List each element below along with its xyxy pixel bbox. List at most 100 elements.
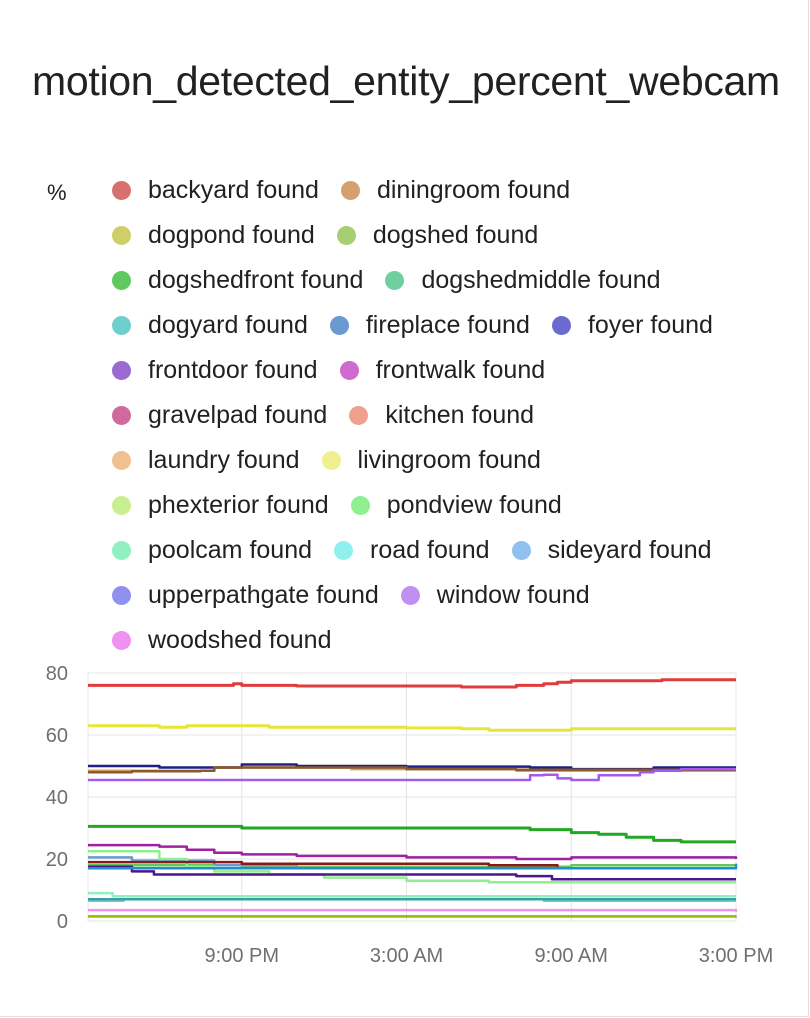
legend-row: poolcam found road found sideyard found bbox=[112, 528, 792, 573]
legend-label: road found bbox=[370, 536, 490, 564]
legend-item[interactable]: woodshed found bbox=[112, 626, 331, 655]
legend-swatch-icon bbox=[350, 496, 370, 515]
series-line bbox=[88, 766, 736, 774]
legend-item[interactable]: frontwalk found bbox=[339, 356, 546, 385]
legend-label: livingroom found bbox=[357, 446, 541, 474]
legend-item[interactable]: kitchen found bbox=[349, 401, 534, 430]
y-tick-label: 80 bbox=[46, 663, 68, 685]
legend-swatch-icon bbox=[112, 271, 131, 290]
legend-label: sideyard found bbox=[547, 536, 712, 564]
legend-swatch-icon bbox=[400, 586, 420, 605]
series-line bbox=[88, 724, 736, 732]
legend-item[interactable]: dogpond found bbox=[112, 221, 315, 250]
legend-item[interactable]: dogshedfront found bbox=[112, 266, 363, 295]
legend-item[interactable]: foyer found bbox=[551, 311, 713, 340]
legend-swatch-icon bbox=[329, 316, 349, 335]
legend-label: foyer found bbox=[587, 311, 713, 339]
legend-item[interactable]: poolcam found bbox=[112, 536, 312, 565]
legend-label: fireplace found bbox=[365, 311, 530, 339]
legend-row: dogshedfront found dogshedmiddle found bbox=[112, 258, 792, 303]
legend-item[interactable]: dogshedmiddle found bbox=[385, 266, 661, 295]
legend-swatch-icon bbox=[349, 406, 369, 425]
legend-swatch-icon bbox=[112, 406, 131, 425]
legend-swatch-icon bbox=[511, 541, 531, 560]
legend-label: dogshedmiddle found bbox=[421, 266, 661, 294]
legend-row: dogpond found dogshed found bbox=[112, 213, 792, 258]
legend-swatch-icon bbox=[339, 361, 359, 380]
legend-item[interactable]: frontdoor found bbox=[112, 356, 318, 385]
series-line bbox=[88, 891, 736, 898]
series-line bbox=[88, 767, 736, 782]
legend-row: backyard found diningroom found bbox=[112, 168, 792, 213]
legend-row: woodshed found bbox=[112, 618, 792, 663]
series-line bbox=[88, 863, 736, 869]
chart-title: motion_detected_entity_percent_webcam bbox=[32, 58, 780, 104]
series-line bbox=[88, 850, 736, 884]
x-tick-label: 3:00 PM bbox=[699, 945, 773, 967]
y-tick-label: 20 bbox=[46, 849, 68, 871]
legend-swatch-icon bbox=[334, 541, 354, 560]
legend-swatch-icon bbox=[551, 316, 571, 335]
legend-item[interactable]: phexterior found bbox=[112, 491, 329, 520]
legend-label: poolcam found bbox=[148, 536, 313, 564]
legend-label: dogshedfront found bbox=[148, 266, 364, 294]
x-tick-label: 3:00 AM bbox=[370, 945, 443, 967]
legend-label: laundry found bbox=[148, 446, 300, 474]
legend-swatch-icon bbox=[112, 316, 131, 335]
legend-swatch-icon bbox=[112, 586, 131, 605]
legend-row: gravelpad found kitchen found bbox=[112, 393, 792, 438]
legend-item[interactable]: diningroom found bbox=[340, 176, 571, 205]
legend-item[interactable]: upperpathgate found bbox=[112, 581, 379, 610]
legend-swatch-icon bbox=[321, 451, 341, 470]
y-tick-label: 40 bbox=[46, 787, 68, 809]
legend-label: frontdoor found bbox=[148, 356, 318, 384]
legend-swatch-icon bbox=[385, 271, 405, 290]
legend-label: dogyard found bbox=[148, 311, 308, 339]
legend-item[interactable]: laundry found bbox=[112, 446, 300, 475]
series-line bbox=[88, 824, 736, 844]
legend-item[interactable]: pondview found bbox=[350, 491, 562, 520]
legend-item[interactable]: fireplace found bbox=[329, 311, 530, 340]
legend-row: phexterior found pondview found bbox=[112, 483, 792, 528]
legend-label: woodshed found bbox=[148, 626, 332, 654]
legend-label: phexterior found bbox=[148, 491, 329, 519]
legend-item[interactable]: gravelpad found bbox=[112, 401, 327, 430]
legend-swatch-icon bbox=[336, 226, 356, 245]
legend-label: backyard found bbox=[148, 176, 319, 204]
legend-item[interactable]: window found bbox=[400, 581, 590, 610]
legend-row: frontdoor found frontwalk found bbox=[112, 348, 792, 393]
legend-label: window found bbox=[436, 581, 590, 609]
y-unit-label: % bbox=[47, 180, 67, 205]
series-line bbox=[88, 843, 738, 861]
legend-swatch-icon bbox=[112, 451, 131, 470]
series-line bbox=[88, 678, 736, 689]
series-line bbox=[88, 908, 738, 912]
legend-item[interactable]: dogshed found bbox=[336, 221, 539, 250]
x-tick-label: 9:00 AM bbox=[535, 945, 608, 967]
legend-swatch-icon bbox=[112, 496, 131, 515]
legend-swatch-icon bbox=[340, 181, 360, 200]
legend-label: upperpathgate found bbox=[148, 581, 379, 609]
legend-label: kitchen found bbox=[385, 401, 535, 429]
legend-swatch-icon bbox=[112, 361, 131, 380]
legend-label: dogpond found bbox=[148, 221, 315, 249]
legend-label: diningroom found bbox=[376, 176, 571, 204]
legend-item[interactable]: sideyard found bbox=[511, 536, 712, 565]
legend-swatch-icon bbox=[112, 631, 131, 650]
legend-row: dogyard found fireplace found foyer found bbox=[112, 303, 792, 348]
legend-swatch-icon bbox=[112, 541, 131, 560]
legend-item[interactable]: backyard found bbox=[112, 176, 319, 205]
chart-legend: backyard found diningroom found dogpond fo… bbox=[112, 168, 792, 663]
y-tick-label: 60 bbox=[46, 725, 68, 747]
legend-label: frontwalk found bbox=[375, 356, 546, 384]
legend-item[interactable]: road found bbox=[334, 536, 490, 565]
legend-item[interactable]: livingroom found bbox=[321, 446, 541, 475]
legend-label: dogshed found bbox=[372, 221, 539, 249]
series-line bbox=[88, 863, 738, 870]
line-chart-plot[interactable]: 80 60 40 20 0 9:00 PM 3:00 AM 9:00 AM 3:00 PM bbox=[0, 650, 808, 1015]
legend-swatch-icon bbox=[112, 181, 131, 200]
legend-item[interactable]: dogyard found bbox=[112, 311, 308, 340]
legend-row: upperpathgate found window found bbox=[112, 573, 792, 618]
legend-swatch-icon bbox=[112, 226, 131, 245]
